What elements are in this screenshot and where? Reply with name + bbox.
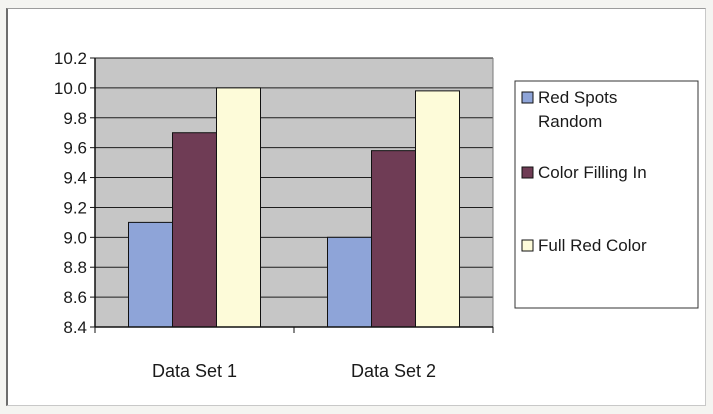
axes <box>90 57 494 333</box>
legend-swatch <box>521 91 534 104</box>
bar-data-set-1-color-filling-in <box>172 132 217 328</box>
bar-data-set-2-full-red-color <box>415 90 460 328</box>
x-category-labels: Data Set 1 Data Set 2 <box>152 361 436 381</box>
y-tick-label: 10.0 <box>54 79 87 98</box>
legend-swatch <box>521 166 534 179</box>
y-tick-label: 10.2 <box>54 49 87 68</box>
bar-data-set-2-red-spots-random <box>327 236 372 328</box>
y-tick-label: 9.6 <box>63 139 87 158</box>
bar-data-set-1-full-red-color <box>216 87 261 328</box>
y-tick-label: 9.0 <box>63 228 87 247</box>
bar-data-set-1-red-spots-random <box>128 221 173 328</box>
y-tick-label: 9.8 <box>63 109 87 128</box>
legend-label: Color Filling In <box>538 163 647 182</box>
legend-label: Random <box>538 112 602 131</box>
y-tick-label: 8.8 <box>63 258 87 277</box>
y-tick-labels: 8.4 8.6 8.8 9.0 9.2 9.4 9.6 9.8 10.0 10.2 <box>54 49 87 337</box>
y-tick-label: 9.2 <box>63 198 87 217</box>
bars <box>128 87 460 328</box>
x-category-label: Data Set 2 <box>351 361 436 381</box>
x-category-label: Data Set 1 <box>152 361 237 381</box>
y-tick-label: 8.6 <box>63 288 87 307</box>
y-tick-label: 9.4 <box>63 169 87 188</box>
legend-box <box>514 80 699 309</box>
legend-label: Full Red Color <box>538 236 647 255</box>
legend-swatch <box>521 239 534 252</box>
legend: Red Spots Random Color Filling In Full Red … <box>514 80 699 309</box>
legend-label: Red Spots <box>538 88 617 107</box>
y-tick-label: 8.4 <box>63 318 87 337</box>
bar-data-set-2-color-filling-in <box>371 150 416 328</box>
